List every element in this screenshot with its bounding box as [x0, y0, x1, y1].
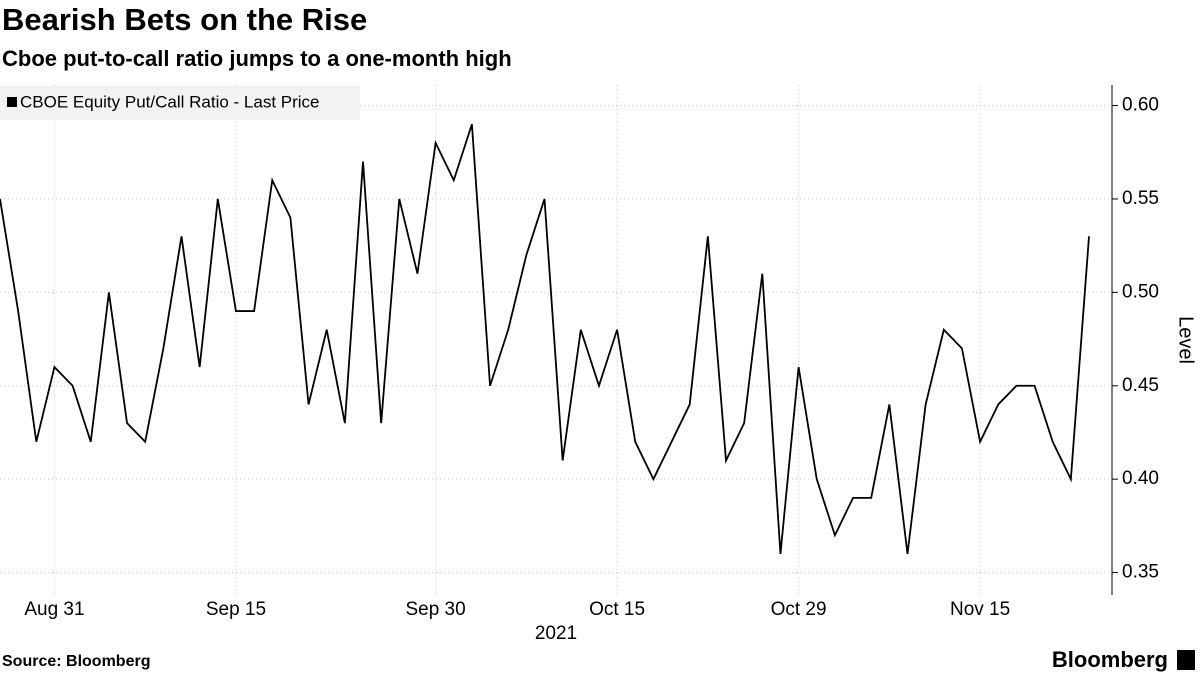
y-tick-label: 0.35 — [1122, 562, 1159, 583]
x-tick-label: Sep 30 — [405, 599, 465, 620]
source: Source: Bloomberg — [2, 653, 150, 670]
y-tick-label: 0.55 — [1122, 188, 1159, 209]
chart-title: Bearish Bets on the Rise — [2, 2, 367, 37]
x-axis-label: 2021 — [535, 623, 577, 644]
y-tick-label: 0.60 — [1122, 95, 1159, 116]
brand: Bloomberg — [1052, 647, 1168, 672]
line — [0, 123, 1090, 555]
y-tick-label: 0.40 — [1122, 468, 1159, 489]
x-tick-label: Oct 15 — [589, 599, 645, 620]
x-tick-label: Aug 31 — [24, 599, 84, 620]
legend: CBOE Equity Put/Call Ratio - Last Price — [0, 86, 360, 120]
legend-swatch — [7, 97, 17, 107]
brand-icon — [1177, 650, 1195, 670]
legend-label: CBOE Equity Put/Call Ratio - Last Price — [20, 92, 320, 111]
x-tick-label: Sep 15 — [206, 599, 266, 620]
y-axis-label: Level — [1175, 316, 1197, 364]
y-tick-label: 0.45 — [1122, 375, 1159, 396]
x-tick-label: Nov 15 — [950, 599, 1010, 620]
y-tick-label: 0.50 — [1122, 281, 1159, 302]
x-tick-label: Oct 29 — [771, 599, 827, 620]
legend-box — [0, 86, 360, 120]
chart-subtitle: Cboe put-to-call ratio jumps to a one-mo… — [2, 46, 512, 71]
